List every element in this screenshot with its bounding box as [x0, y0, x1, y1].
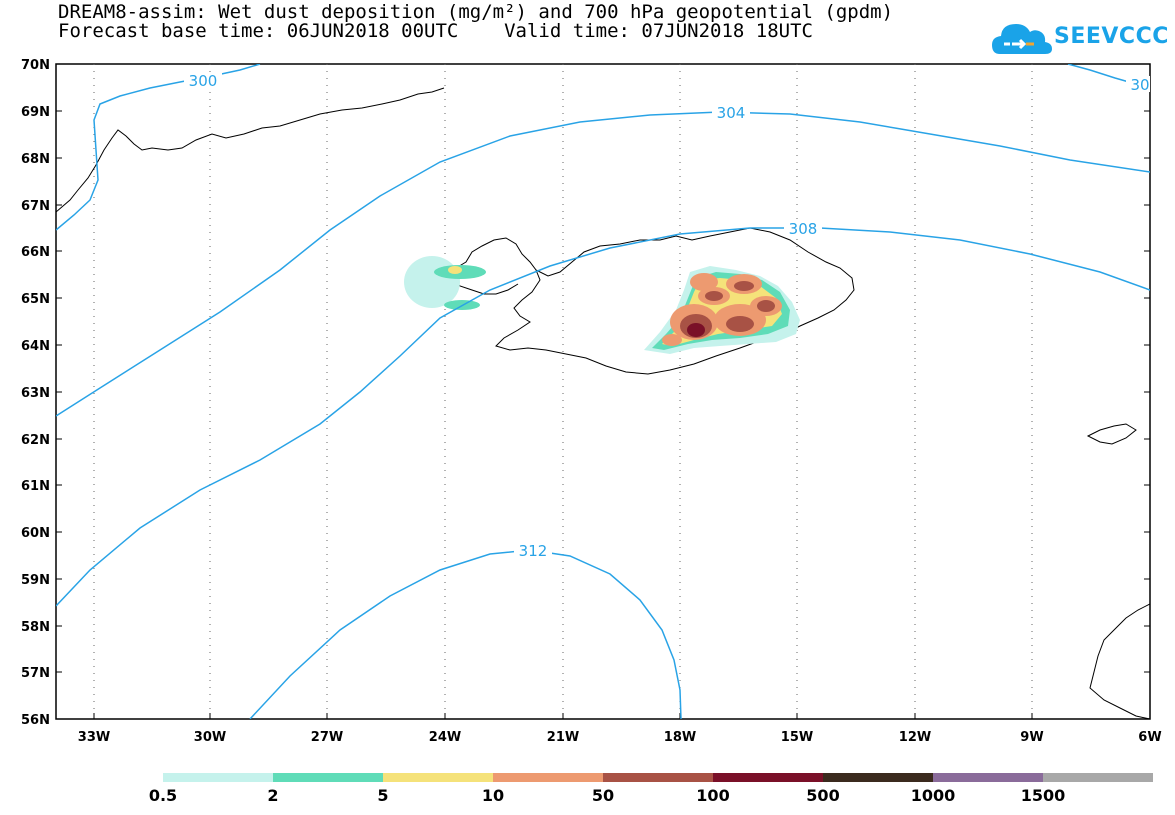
- lat-label: 58N: [21, 620, 50, 635]
- lon-label: 33W: [78, 730, 110, 745]
- contour-300: [56, 64, 261, 231]
- lon-label: 27W: [311, 730, 343, 745]
- lat-label: 57N: [21, 666, 50, 681]
- legend-label: 1000: [910, 786, 956, 805]
- contour-label-312: 312: [519, 542, 548, 560]
- faroe-coast: [1086, 423, 1137, 445]
- lat-label: 68N: [21, 152, 50, 167]
- lon-label: 15W: [781, 730, 813, 745]
- lon-label: 18W: [664, 730, 696, 745]
- lat-label: 69N: [21, 105, 50, 120]
- geopotential-contours: [56, 64, 1150, 719]
- legend-swatch: [713, 773, 823, 782]
- lon-label: 30W: [194, 730, 226, 745]
- lat-label: 59N: [21, 573, 50, 588]
- lat-label: 60N: [21, 526, 50, 541]
- lat-label: 63N: [21, 386, 50, 401]
- legend-swatch: [383, 773, 493, 782]
- legend-label: 0.5: [148, 786, 178, 805]
- greenland-coast: [56, 87, 445, 213]
- lat-label: 66N: [21, 245, 50, 260]
- plot-frame: [55, 63, 1151, 720]
- cloud-icon: [992, 24, 1052, 54]
- lon-label: 12W: [899, 730, 931, 745]
- contour-312: [249, 549, 682, 719]
- lat-ticks: [56, 63, 1150, 720]
- legend-label: 500: [806, 786, 840, 805]
- scotland-coast: [1089, 603, 1150, 719]
- coastlines: [56, 87, 1150, 719]
- legend-label: 10: [481, 786, 505, 805]
- legend-swatch: [933, 773, 1043, 782]
- logo-text: SEEVCCC: [1054, 24, 1169, 49]
- lat-label: 64N: [21, 339, 50, 354]
- lon-label: 24W: [429, 730, 461, 745]
- lat-label: 56N: [21, 713, 50, 728]
- lat-label: 67N: [21, 199, 50, 214]
- lon-label: 9W: [1020, 730, 1043, 745]
- legend-swatch: [273, 773, 383, 782]
- lon-label: 6W: [1138, 730, 1161, 745]
- lat-label: 62N: [21, 433, 50, 448]
- dust-deposition-field: [404, 256, 800, 354]
- contour-label-304: 304: [717, 104, 746, 122]
- graticule: [93, 64, 1033, 719]
- contour-304: [56, 111, 1150, 417]
- legend-swatch: [1043, 773, 1153, 782]
- lon-labels: 33W 30W 27W 24W 21W 18W 15W 12W 9W 6W: [78, 730, 1162, 745]
- lat-labels: 70N 69N 68N 67N 66N 65N 64N 63N 62N 61N …: [21, 58, 50, 728]
- legend-label: 2: [267, 786, 279, 805]
- contour-label-308: 308: [789, 220, 818, 238]
- legend-swatch: [163, 773, 273, 782]
- contour-label-300-east: 30: [1130, 76, 1149, 94]
- seevccc-logo: SEEVCCC: [990, 18, 1168, 60]
- legend-swatch: [603, 773, 713, 782]
- iceland-coast: [455, 227, 855, 375]
- lon-ticks: [93, 713, 1033, 719]
- lat-label: 61N: [21, 479, 50, 494]
- legend-swatch: [823, 773, 933, 782]
- lat-label: 70N: [21, 58, 50, 73]
- legend-swatch: [493, 773, 603, 782]
- lon-label: 21W: [547, 730, 579, 745]
- legend-label: 5: [377, 786, 389, 805]
- legend-label: 100: [696, 786, 730, 805]
- contour-label-300: 300: [189, 72, 218, 90]
- contour-308: [56, 227, 1150, 607]
- contour-labels: 300 304 308 312 30: [184, 72, 1150, 560]
- map-title-line-1: DREAM8-assim: Wet dust deposition (mg/m²…: [58, 1, 894, 23]
- legend-label: 50: [591, 786, 615, 805]
- map-title-line-2: Forecast base time: 06JUN2018 00UTC Vali…: [58, 20, 813, 42]
- lat-label: 65N: [21, 292, 50, 307]
- legend-label: 1500: [1020, 786, 1066, 805]
